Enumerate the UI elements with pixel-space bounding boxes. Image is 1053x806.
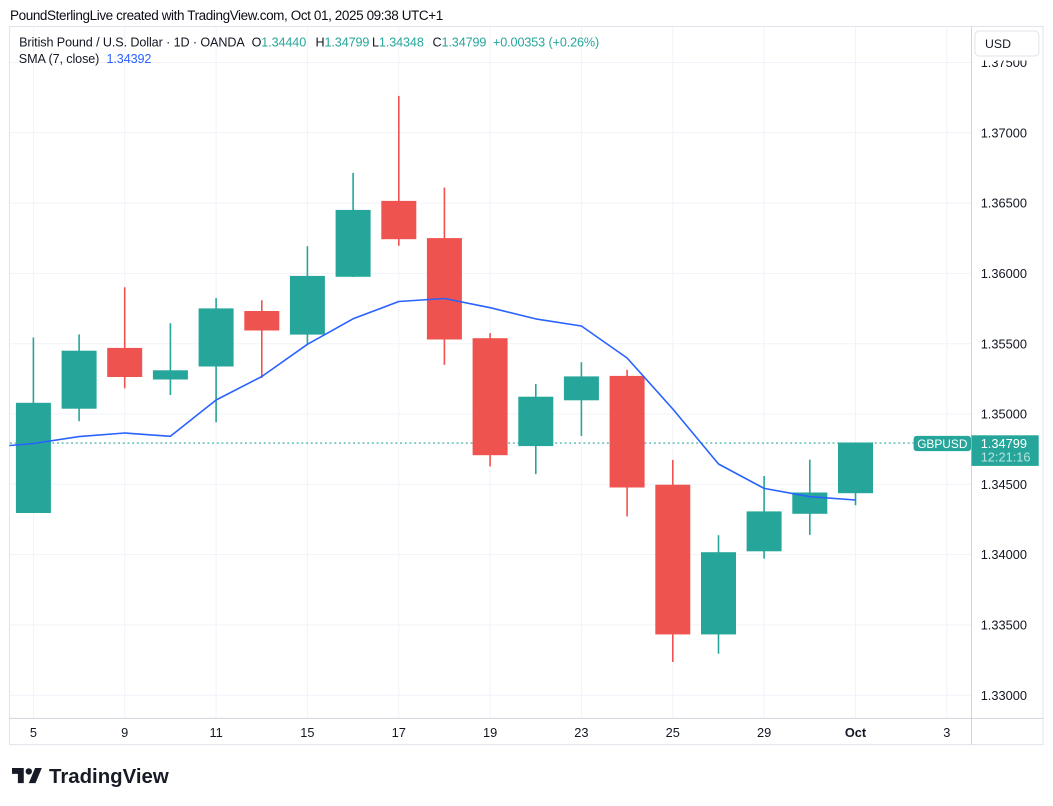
svg-text:C1.34799: C1.34799 [433, 35, 487, 49]
svg-text:Oct: Oct [845, 725, 867, 740]
svg-text:1.36500: 1.36500 [981, 196, 1027, 211]
svg-text:11: 11 [209, 725, 222, 740]
svg-text:25: 25 [666, 725, 680, 740]
svg-text:12:21:16: 12:21:16 [981, 450, 1031, 465]
svg-text:1.34500: 1.34500 [981, 477, 1027, 492]
svg-text:TradingView: TradingView [49, 766, 169, 788]
svg-text:1.34000: 1.34000 [981, 547, 1027, 562]
svg-text:GBPUSD: GBPUSD [917, 437, 968, 451]
svg-text:1.35000: 1.35000 [981, 407, 1027, 422]
svg-text:British Pound / U.S. Dollar ·: British Pound / U.S. Dollar · 1D · OANDA [19, 35, 245, 49]
svg-text:USD: USD [985, 37, 1011, 51]
svg-text:9: 9 [121, 725, 128, 740]
svg-text:1.34799: 1.34799 [981, 436, 1027, 451]
svg-text:1.33000: 1.33000 [981, 688, 1027, 703]
svg-text:17: 17 [392, 725, 406, 740]
svg-text:+0.00353 (+0.26%): +0.00353 (+0.26%) [493, 35, 599, 49]
svg-text:15: 15 [300, 725, 314, 740]
svg-text:SMA (7, close): SMA (7, close) [19, 52, 99, 66]
svg-text:O1.34440: O1.34440 [252, 35, 307, 49]
svg-text:1.34392: 1.34392 [107, 52, 152, 66]
svg-text:H1.34799: H1.34799 [316, 35, 370, 49]
svg-text:1.35500: 1.35500 [981, 336, 1027, 351]
svg-text:L1.34348: L1.34348 [372, 35, 424, 49]
svg-text:3: 3 [943, 725, 950, 740]
svg-text:29: 29 [757, 725, 771, 740]
svg-text:1.36000: 1.36000 [981, 266, 1027, 281]
svg-text:19: 19 [483, 725, 497, 740]
svg-text:23: 23 [574, 725, 588, 740]
svg-text:5: 5 [30, 725, 37, 740]
svg-text:1.37000: 1.37000 [981, 125, 1027, 140]
svg-text:PoundSterlingLive created with: PoundSterlingLive created with TradingVi… [10, 8, 443, 23]
svg-text:1.33500: 1.33500 [981, 618, 1027, 633]
